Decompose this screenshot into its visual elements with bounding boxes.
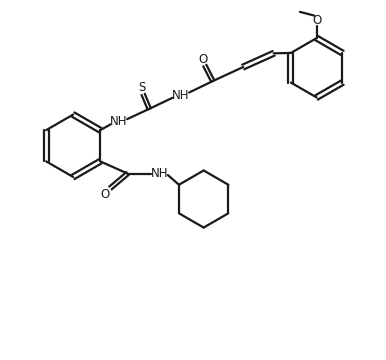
Text: O: O bbox=[198, 53, 207, 66]
Text: NH: NH bbox=[172, 89, 190, 102]
Text: S: S bbox=[138, 81, 145, 94]
Text: NH: NH bbox=[151, 167, 168, 180]
Text: NH: NH bbox=[110, 115, 127, 128]
Text: O: O bbox=[101, 188, 110, 201]
Text: O: O bbox=[312, 14, 321, 27]
